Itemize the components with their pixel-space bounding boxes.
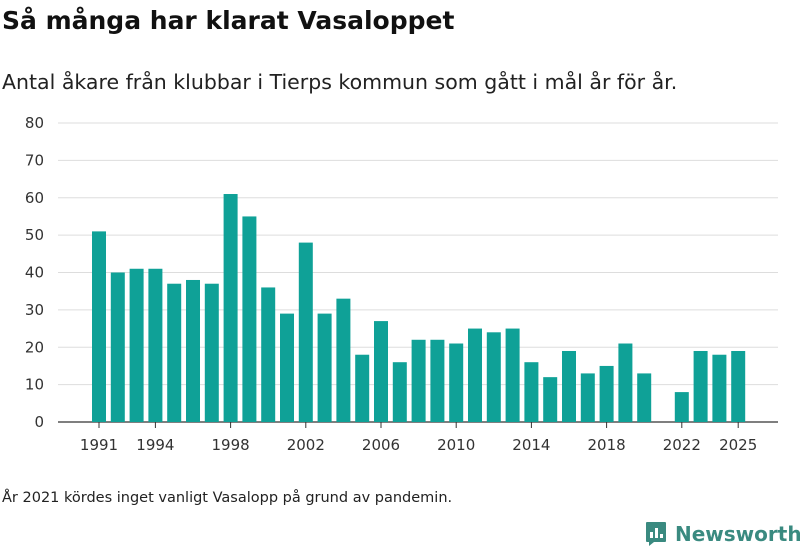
x-tick-label-1994: 1994: [136, 436, 174, 454]
y-tick-label-80: 80: [25, 114, 44, 132]
newsworthy-logo-icon: [646, 522, 666, 546]
y-tick-label-10: 10: [25, 376, 44, 394]
x-tick-label-2002: 2002: [287, 436, 325, 454]
bar-2016: [562, 350, 576, 422]
bar-2015: [543, 377, 558, 422]
x-tick-label-2010: 2010: [437, 436, 475, 454]
bar-2004: [336, 298, 351, 422]
bar-2000: [261, 287, 276, 422]
bar-2025: [731, 350, 746, 422]
y-tick-label-60: 60: [25, 189, 44, 207]
x-tick-label-2018: 2018: [588, 436, 626, 454]
bar-2005: [355, 354, 370, 422]
chart-subtitle: Antal åkare från klubbar i Tierps kommun…: [2, 70, 678, 94]
y-tick-label-40: 40: [25, 264, 44, 282]
bar-2018: [599, 365, 614, 422]
bar-2007: [392, 362, 407, 422]
bar-2011: [468, 328, 482, 422]
bar-2009: [430, 339, 445, 422]
y-axis-ticks: 0 10 20 30 40 50 60 70 80: [25, 114, 44, 431]
x-tick-label-1991: 1991: [80, 436, 118, 454]
bar-1993: [129, 268, 144, 422]
y-tick-label-70: 70: [25, 151, 44, 169]
bar-2020: [637, 373, 652, 422]
bar-1992: [110, 272, 125, 422]
bar-1998: [223, 194, 238, 422]
bar-2024: [712, 354, 727, 422]
bar-2012: [486, 332, 501, 422]
x-tick-label-2006: 2006: [362, 436, 400, 454]
bar-1991: [92, 231, 106, 422]
y-tick-label-0: 0: [34, 413, 44, 431]
bar-2010: [449, 343, 464, 422]
bar-1997: [204, 283, 219, 422]
y-tick-label-50: 50: [25, 226, 44, 244]
bar-2003: [317, 313, 332, 422]
bar-2022: [674, 392, 689, 422]
x-tick-label-2025: 2025: [719, 436, 757, 454]
bar-2019: [618, 343, 633, 422]
x-tick-label-1998: 1998: [212, 436, 250, 454]
brand-logo: Newsworthy: [645, 519, 800, 549]
y-tick-label-30: 30: [25, 301, 44, 319]
bars: [92, 194, 746, 422]
bar-1999: [242, 216, 257, 422]
bar-2017: [580, 373, 595, 422]
bar-2014: [524, 362, 539, 422]
bar-1995: [167, 283, 182, 422]
bar-2013: [505, 328, 520, 422]
bar-1996: [186, 279, 200, 422]
bar-1994: [148, 268, 163, 422]
bar-2002: [298, 242, 313, 422]
bar-2006: [374, 321, 388, 422]
y-tick-label-20: 20: [25, 338, 44, 356]
brand-name: Newsworthy: [675, 522, 800, 546]
bar-2001: [280, 313, 294, 422]
footnote: År 2021 kördes inget vanligt Vasalopp på…: [2, 490, 453, 506]
x-tick-label-2014: 2014: [512, 436, 550, 454]
x-axis-ticks: 1991 1994 1998 2002 2006 2010 2014 2018 2022 2025: [80, 422, 757, 454]
gridlines: [58, 122, 778, 423]
bar-2023: [693, 350, 708, 422]
x-tick-label-2022: 2022: [663, 436, 701, 454]
chart-title: Så många har klarat Vasaloppet: [2, 6, 455, 35]
bar-2008: [411, 339, 426, 422]
